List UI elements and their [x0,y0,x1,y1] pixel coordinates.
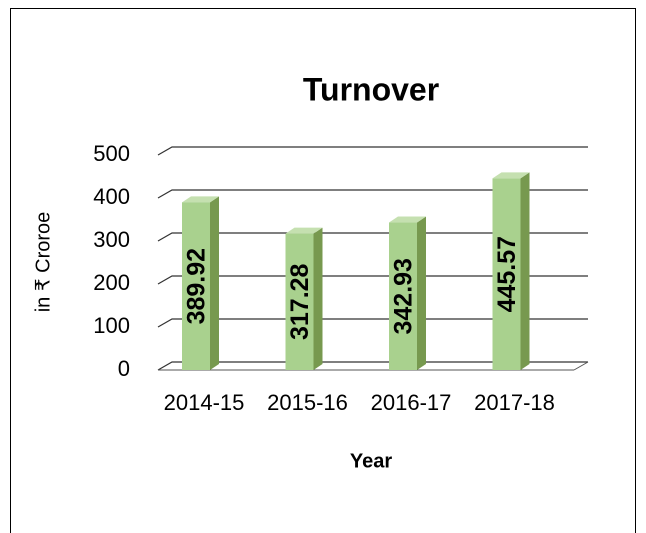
y-tick-label: 100 [93,313,130,338]
bar [182,202,210,370]
bar-side [417,216,426,370]
y-tick-label: 500 [93,141,130,166]
grid-line [157,318,588,328]
frame [10,8,636,533]
x-axis-label: Year [350,450,392,472]
x-tick-label: 2016-17 [371,390,452,415]
bar [492,178,521,370]
bar-top [182,196,219,203]
y-tick-label: 300 [93,227,130,252]
grid-line [157,189,588,199]
y-tick-label: 200 [93,270,130,295]
grid-line [157,232,588,242]
chart-title: Turnover [303,71,439,107]
bar [285,233,314,370]
bar-top [389,216,426,223]
x-tick-label: 2017-18 [474,390,555,415]
bar-top [492,172,530,179]
y-tick-label: 0 [118,356,130,381]
bar-side [210,196,219,370]
x-tick-label: 2015-16 [267,390,348,415]
grid-line [157,275,588,285]
bar-side [313,227,323,370]
grid-line [157,146,588,156]
bar-side [520,172,530,370]
bar [389,222,417,370]
floor-side [573,361,589,371]
data-label: 389.92 [183,248,211,324]
bar-top [285,227,323,234]
x-tick-label: 2014-15 [164,390,245,415]
data-label: 342.93 [390,258,418,334]
y-tick-label: 400 [93,184,130,209]
data-label: 445.57 [493,236,521,312]
data-label: 317.28 [286,263,314,340]
y-axis-label: in ₹ Croroe [32,212,54,313]
grid-line [157,361,588,371]
